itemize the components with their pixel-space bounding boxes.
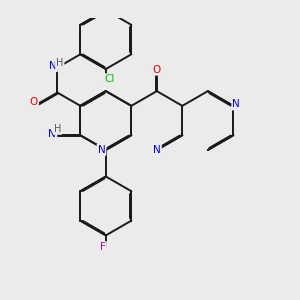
Text: O: O bbox=[153, 64, 161, 75]
Text: Cl: Cl bbox=[104, 74, 115, 84]
Text: N: N bbox=[232, 99, 240, 110]
Text: N: N bbox=[98, 145, 105, 155]
Text: H: H bbox=[56, 58, 63, 68]
Text: N: N bbox=[153, 145, 161, 155]
Text: N: N bbox=[49, 61, 57, 71]
Text: O: O bbox=[30, 97, 38, 107]
Text: N: N bbox=[49, 129, 56, 139]
Text: H: H bbox=[54, 124, 61, 134]
Text: F: F bbox=[100, 242, 106, 252]
